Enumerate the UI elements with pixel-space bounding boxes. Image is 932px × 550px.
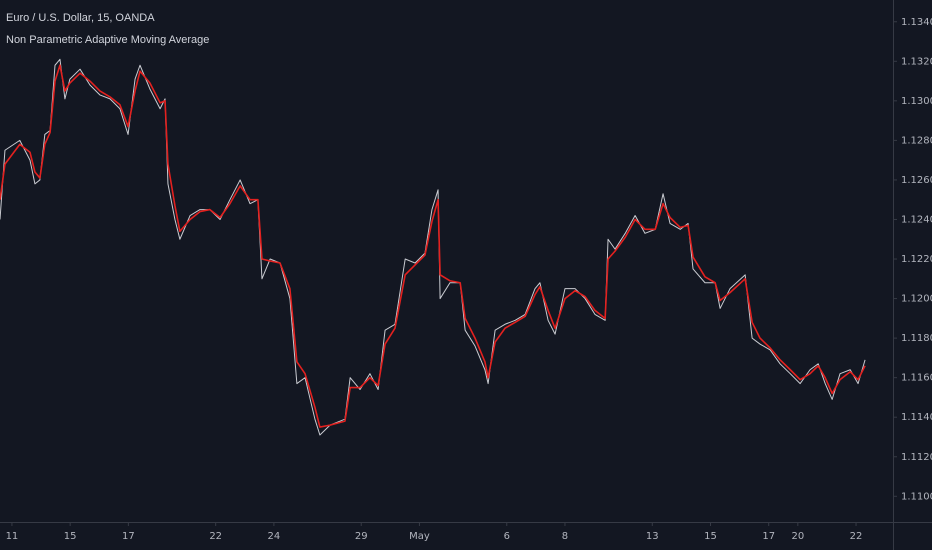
x-tick-label: 29 — [355, 531, 368, 542]
x-tick-label: 15 — [64, 531, 77, 542]
y-tick-label: 1.12200 — [901, 254, 932, 265]
x-tick-label: 6 — [504, 531, 510, 542]
y-tick-label: 1.11000 — [901, 491, 932, 502]
x-tick-label: 22 — [850, 531, 863, 542]
y-tick-label: 1.12800 — [901, 135, 932, 146]
y-tick-label: 1.11600 — [901, 373, 932, 384]
y-tick-label: 1.12000 — [901, 294, 932, 305]
moving-average-line — [0, 64, 866, 428]
x-tick-label: 8 — [562, 531, 568, 542]
x-tick-label: 24 — [268, 531, 281, 542]
y-tick-label: 1.11800 — [901, 333, 932, 344]
x-tick-label: 22 — [209, 531, 222, 542]
indicator-label: Non Parametric Adaptive Moving Average — [6, 34, 209, 46]
chart-title: Euro / U.S. Dollar, 15, OANDA — [6, 12, 155, 24]
x-tick-label: 15 — [704, 531, 717, 542]
x-tick-label: 20 — [791, 531, 804, 542]
x-tick-label: 17 — [122, 531, 135, 542]
y-tick-label: 1.13200 — [901, 56, 932, 67]
y-tick-label: 1.11400 — [901, 412, 932, 423]
y-tick-label: 1.11200 — [901, 452, 932, 463]
y-tick-label: 1.13400 — [901, 17, 932, 28]
y-tick-label: 1.12600 — [901, 175, 932, 186]
y-tick-label: 1.12400 — [901, 214, 932, 225]
x-tick-label: 17 — [762, 531, 775, 542]
x-tick-label: May — [409, 531, 430, 542]
y-tick-label: 1.13000 — [901, 96, 932, 107]
x-tick-label: 11 — [6, 531, 19, 542]
x-tick-label: 13 — [646, 531, 659, 542]
